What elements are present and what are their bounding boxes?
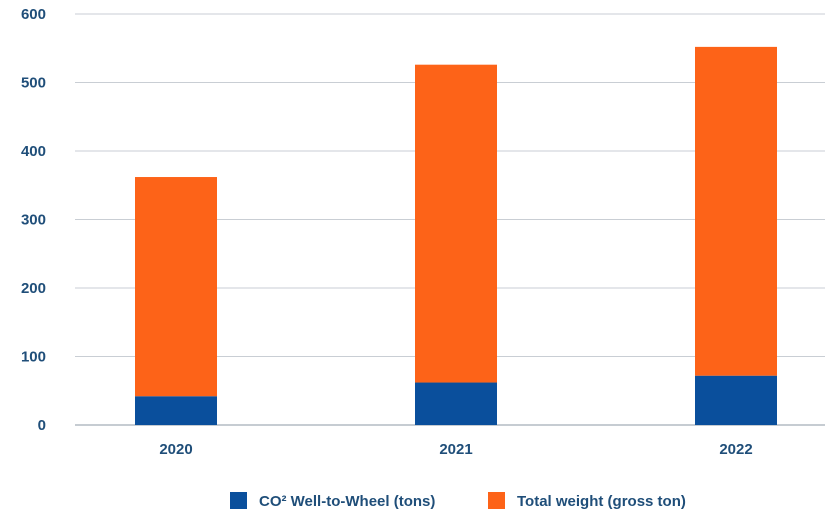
x-axis-tick-labels: 2020 2021 2022 bbox=[159, 441, 752, 458]
bar-segment-co2-2020 bbox=[135, 396, 217, 425]
legend-label: Total weight (gross ton) bbox=[517, 493, 686, 510]
y-tick-label: 500 bbox=[21, 75, 46, 92]
x-tick-label: 2020 bbox=[159, 441, 192, 458]
y-tick-label: 200 bbox=[21, 280, 46, 297]
y-tick-label: 600 bbox=[21, 6, 46, 23]
x-tick-label: 2021 bbox=[439, 441, 472, 458]
legend-swatch bbox=[230, 492, 247, 509]
bar-segment-total-weight-2022 bbox=[695, 46, 777, 376]
bars bbox=[135, 46, 777, 425]
bar-segment-total-weight-2020 bbox=[135, 177, 217, 397]
x-tick-label: 2022 bbox=[719, 441, 752, 458]
y-axis-tick-labels: 0 100 200 300 400 500 600 bbox=[21, 6, 46, 434]
legend: CO² Well-to-Wheel (tons) Total weight (gr… bbox=[230, 492, 686, 510]
bar-segment-total-weight-2021 bbox=[415, 64, 497, 383]
bar-segment-co2-2022 bbox=[695, 375, 777, 425]
y-tick-label: 300 bbox=[21, 212, 46, 229]
y-tick-label: 100 bbox=[21, 349, 46, 366]
legend-label: CO² Well-to-Wheel (tons) bbox=[259, 493, 435, 510]
bar-segment-co2-2021 bbox=[415, 382, 497, 425]
legend-swatch bbox=[488, 492, 505, 509]
y-tick-label: 0 bbox=[38, 417, 46, 434]
y-tick-label: 400 bbox=[21, 143, 46, 160]
